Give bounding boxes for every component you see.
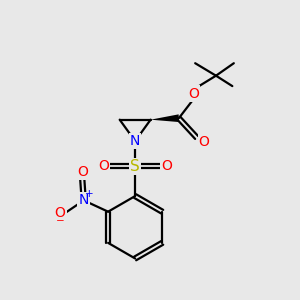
Text: −: −	[56, 216, 64, 226]
Text: O: O	[98, 159, 109, 173]
Text: S: S	[130, 159, 140, 174]
Text: N: N	[79, 194, 89, 207]
Text: O: O	[199, 135, 209, 149]
Text: O: O	[55, 206, 65, 220]
Text: N: N	[130, 134, 140, 148]
Text: O: O	[188, 86, 199, 100]
Polygon shape	[151, 114, 179, 122]
Text: +: +	[85, 188, 94, 199]
Text: O: O	[77, 164, 88, 178]
Text: O: O	[161, 159, 172, 173]
